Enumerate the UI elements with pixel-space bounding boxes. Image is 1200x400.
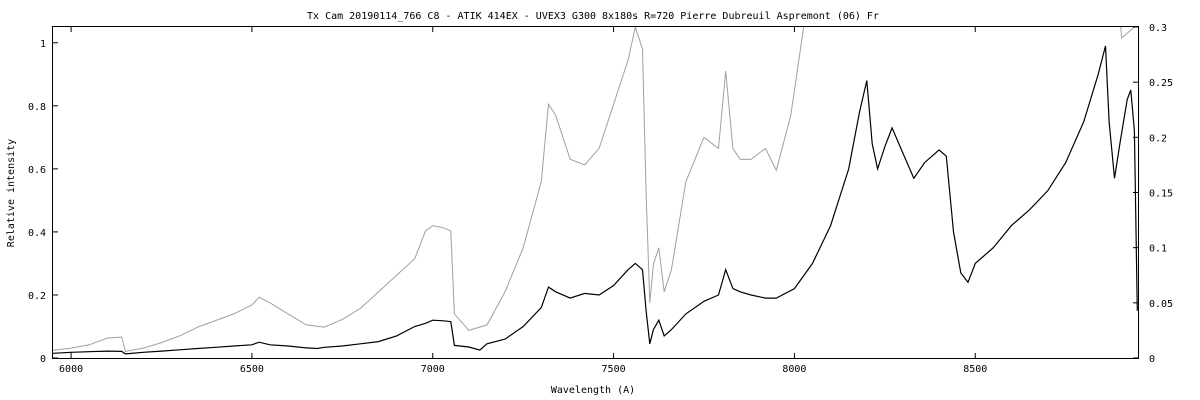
- x-tick-label: 8500: [963, 364, 987, 375]
- plot-frame: [52, 26, 1139, 359]
- series-line-black: [53, 45, 1138, 355]
- y2-tick-label: 0.2: [1149, 133, 1167, 144]
- y-tick-label: 0.8: [28, 102, 46, 113]
- series-layer: [53, 27, 1138, 355]
- y-tick-label: 0: [40, 354, 46, 365]
- ticks-layer: 6000 6500 7000 7500 8000 8500 0 0.2 0.4 0.6 0.8 1 0 0…: [28, 23, 1173, 375]
- y-tick-label: 0.6: [28, 165, 46, 176]
- x-tick-label: 8000: [782, 364, 806, 375]
- y2-tick-label: 0.1: [1149, 244, 1167, 255]
- x-axis-label: Wavelength (A): [551, 385, 635, 396]
- y2-tick-label: 0.15: [1149, 189, 1173, 200]
- chart-title: Tx Cam 20190114_766 C8 - ATIK 414EX - UV…: [307, 11, 879, 22]
- x-tick-label: 6500: [240, 364, 264, 375]
- y2-tick-label: 0.3: [1149, 23, 1167, 34]
- y2-tick-label: 0: [1149, 354, 1155, 365]
- y-tick-label: 0.2: [28, 291, 46, 302]
- y2-tick-label: 0.25: [1149, 78, 1173, 89]
- y2-tick-label: 0.05: [1149, 299, 1173, 310]
- x-tick-label: 7000: [421, 364, 445, 375]
- y-axis-label: Relative intensity: [6, 139, 17, 247]
- y-tick-label: 0.4: [28, 228, 46, 239]
- x-tick-label: 7500: [602, 364, 626, 375]
- y-tick-label: 1: [40, 39, 46, 50]
- x-tick-label: 6000: [59, 364, 83, 375]
- series-line-grey: [53, 27, 1138, 352]
